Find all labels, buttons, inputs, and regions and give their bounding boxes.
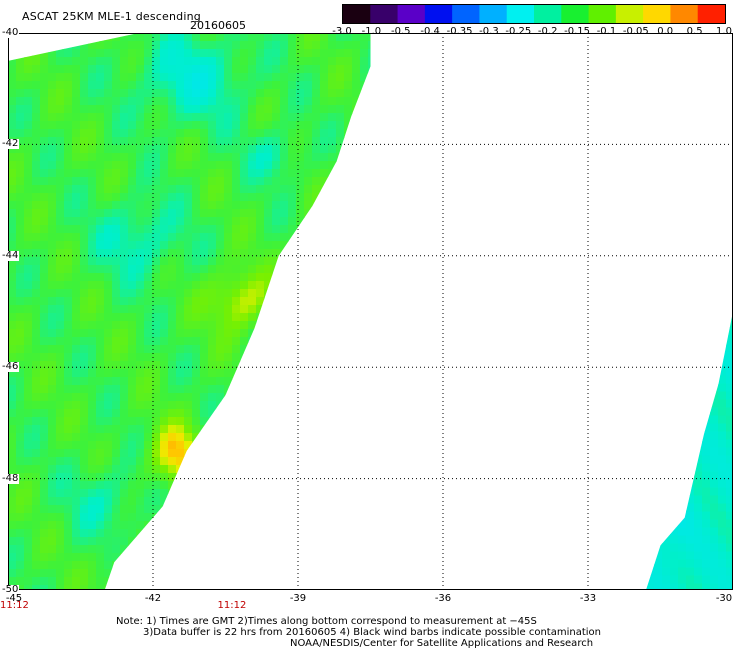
colorbar-label: 1.0 [716, 26, 732, 37]
colorbar-label: -3.0 [332, 26, 352, 37]
colorbar-label: -0.35 [446, 26, 473, 37]
colorbar-label: 0.5 [686, 26, 703, 37]
map-date: 20160605 [190, 19, 246, 32]
colorbar-segment [479, 5, 508, 23]
colorbar-label: -0.3 [479, 26, 499, 37]
colorbar-segment [615, 5, 644, 23]
longitude-label: -33 [579, 593, 597, 604]
colorbar-segment [670, 5, 699, 23]
map-canvas [8, 33, 733, 590]
colorbar-segment [397, 5, 426, 23]
colorbar-segment [697, 5, 725, 23]
colorbar-segment [534, 5, 562, 23]
longitude-label: -36 [434, 593, 452, 604]
time-label: 11:12 [0, 600, 29, 611]
map-title: ASCAT 25KM MLE-1 descending [22, 10, 201, 23]
colorbar-labels: -3.0 -1.0 -0.5 -0.4 -0.35 -0.3 -0.25 -0.2 -0.15-… [0, 26, 740, 40]
longitude-label: -42 [144, 593, 162, 604]
colorbar-label: -1.0 [361, 26, 382, 37]
colorbar [342, 4, 726, 24]
map-frame [8, 33, 733, 590]
eastern-swath [646, 311, 733, 590]
time-label: 11:12 [217, 600, 247, 611]
colorbar-segment [506, 5, 535, 23]
colorbar-segment [424, 5, 453, 23]
colorbar-label: -0.1 [596, 26, 617, 37]
colorbar-segment [452, 5, 481, 23]
colorbar-segment [370, 5, 399, 23]
note-line-2: 3)Data buffer is 22 hrs from 20160605 4)… [143, 627, 601, 638]
longitude-label: -39 [289, 593, 307, 604]
latitude-label: -48 [1, 472, 20, 484]
longitude-label: -30 [715, 593, 733, 604]
colorbar-segment [561, 5, 590, 23]
colorbar-label: -0.5 [391, 26, 411, 37]
latitude-label: -42 [1, 138, 20, 150]
latitude-label: -46 [1, 361, 20, 373]
western-swath [8, 33, 371, 590]
colorbar-label: -0.15 [564, 26, 590, 37]
colorbar-label: -0.25 [505, 26, 532, 37]
latitude-label: -40 [1, 27, 20, 38]
latitude-label: -50 [1, 584, 20, 595]
latitude-label: -44 [1, 249, 20, 261]
colorbar-segment [343, 5, 371, 23]
colorbar-segment [643, 5, 672, 23]
colorbar-label: 0.0 [657, 26, 674, 37]
note-line-1: Note: 1) Times are GMT 2)Times along bot… [116, 616, 537, 627]
map-border [8, 33, 733, 590]
longitude-label: -45 [5, 593, 23, 604]
colorbar-label: -0.05 [622, 26, 649, 37]
graticule [8, 33, 733, 590]
colorbar-label: -0.4 [420, 26, 440, 37]
colorbar-label: -0.2 [537, 26, 558, 37]
note-line-3: NOAA/NESDIS/Center for Satellite Applica… [290, 638, 594, 649]
colorbar-segment [588, 5, 617, 23]
